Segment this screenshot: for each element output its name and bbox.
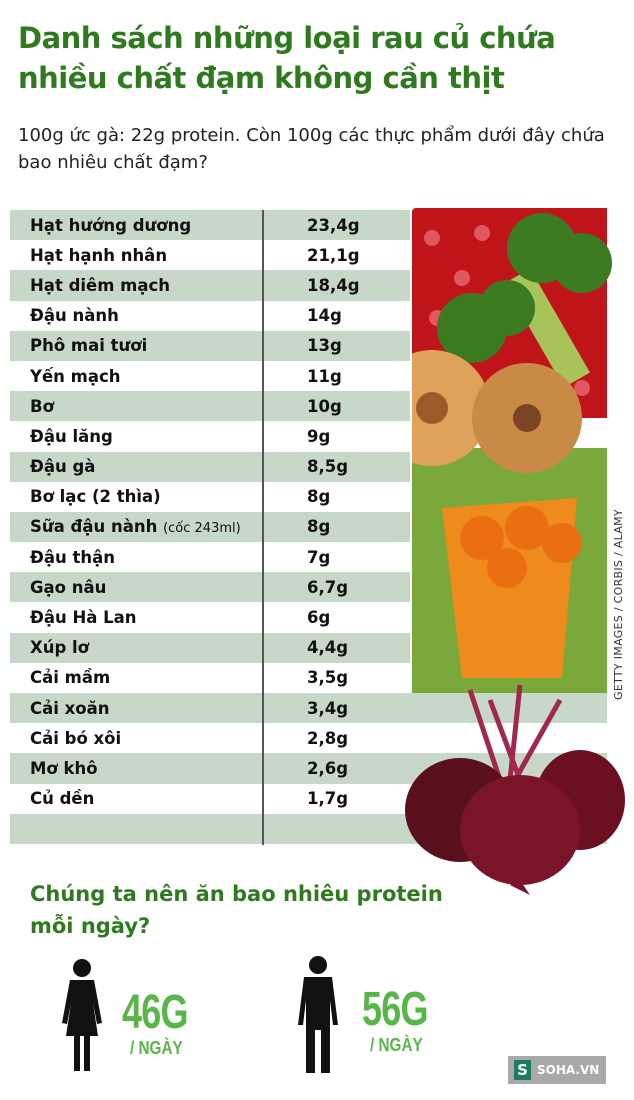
logo-text: SOHA.VN	[537, 1063, 600, 1077]
food-name-text: Đậu lăng	[30, 426, 113, 446]
food-name-text: Yến mạch	[30, 366, 121, 386]
table-row: Cải bó xôi 2,8g	[10, 723, 607, 753]
women-unit: / NGÀY	[130, 1038, 183, 1058]
food-name-text: Cải bó xôi	[30, 728, 122, 748]
food-name: Đậu lăng	[10, 427, 263, 446]
food-name-text: Bơ	[30, 396, 54, 416]
protein-value: 8,5g	[307, 457, 349, 477]
table-row: Hạt hạnh nhân 21,1g	[10, 240, 410, 270]
table-row: Đậu Hà Lan 6g	[10, 602, 410, 632]
food-name: Hạt diêm mạch	[10, 276, 263, 295]
food-name-text: Sữa đậu nành	[30, 517, 158, 537]
food-name-text: Củ dền	[30, 789, 95, 809]
food-name-text: Đậu nành	[30, 306, 119, 326]
table-row: Hạt hướng dương 23,4g	[10, 210, 410, 241]
men-unit: / NGÀY	[370, 1035, 423, 1055]
food-name: Đậu Hà Lan	[10, 608, 263, 627]
food-name-text: Phô mai tươi	[30, 336, 148, 356]
table-row: Bơ lạc (2 thìa) 8g	[10, 482, 410, 512]
photo-credit: GETTY IMAGES / CORBIS / ALAMY	[612, 509, 625, 700]
protein-value: 18,4g	[307, 275, 360, 295]
protein-table: Hạt hướng dương 23,4g Hạt hạnh nhân 21,1g Hạ…	[10, 210, 607, 844]
food-name-text: Gạo nâu	[30, 577, 107, 597]
food-name-text: Mơ khô	[30, 758, 98, 778]
protein-value: 23,4g	[307, 215, 360, 235]
food-name-text: Cải xoăn	[30, 698, 110, 718]
vegetables-photo	[412, 208, 612, 698]
food-name: Mơ khô	[10, 759, 263, 778]
logo-mark: S	[514, 1060, 531, 1080]
food-name: Bơ lạc (2 thìa)	[10, 487, 263, 506]
food-name: Đậu nành	[10, 306, 263, 325]
food-name: Củ dền	[10, 789, 263, 808]
table-row: Cải mầm 3,5g	[10, 663, 410, 693]
food-name: Xúp lơ	[10, 638, 263, 657]
protein-value: 2,6g	[307, 758, 349, 778]
protein-value: 6,7g	[307, 577, 349, 597]
protein-value: 21,1g	[307, 245, 360, 265]
subtitle: 100g ức gà: 22g protein. Còn 100g các th…	[18, 125, 605, 173]
food-name-text: Cải mầm	[30, 668, 111, 688]
food-name: Đậu thận	[10, 548, 263, 567]
protein-value: 6g	[307, 608, 331, 628]
food-name: Hạt hạnh nhân	[10, 246, 263, 265]
food-name: Yến mạch	[10, 367, 263, 386]
protein-value: 8g	[307, 517, 331, 537]
food-name: Sữa đậu nành (cốc 243ml)	[10, 517, 263, 536]
page-title: Danh sách những loại rau củ chứa nhiều c…	[18, 21, 556, 95]
protein-value: 9g	[307, 426, 331, 446]
column-divider	[262, 210, 264, 845]
protein-value: 4,4g	[307, 638, 349, 658]
food-name-text: Đậu thận	[30, 547, 115, 567]
protein-value: 1,7g	[307, 789, 349, 809]
daily-protein-question: Chúng ta nên ăn bao nhiêu protein mỗi ng…	[30, 882, 443, 938]
protein-value: 3,5g	[307, 668, 349, 688]
protein-value: 7g	[307, 547, 331, 567]
table-row: Đậu lăng 9g	[10, 421, 410, 451]
man-icon	[298, 956, 338, 1073]
table-row: Hạt diêm mạch 18,4g	[10, 270, 410, 301]
table-row: Cải xoăn 3,4g	[10, 693, 607, 724]
table-row: Đậu nành 14g	[10, 301, 410, 331]
women-amount: 46G	[122, 986, 189, 1039]
food-name: Phô mai tươi	[10, 336, 263, 355]
food-name: Đậu gà	[10, 457, 263, 476]
table-row: Củ dền 1,7g	[10, 784, 607, 814]
protein-value: 8g	[307, 487, 331, 507]
food-name-text: Đậu gà	[30, 457, 96, 477]
woman-icon	[62, 959, 102, 1071]
food-note: (cốc 243ml)	[163, 521, 241, 537]
beetroot-photo	[405, 684, 625, 895]
protein-value: 13g	[307, 336, 342, 356]
protein-value: 2,8g	[307, 728, 349, 748]
table-row: Phô mai tươi 13g	[10, 330, 410, 361]
protein-value: 14g	[307, 306, 342, 326]
table-row: Sữa đậu nành (cốc 243ml) 8g	[10, 511, 410, 543]
food-name-text: Xúp lơ	[30, 638, 90, 658]
table-row: Đậu thận 7g	[10, 542, 410, 572]
food-name: Cải xoăn	[10, 699, 263, 718]
food-name-text: Hạt diêm mạch	[30, 275, 171, 295]
men-amount: 56G	[362, 983, 429, 1036]
protein-value: 11g	[307, 366, 342, 386]
protein-value: 10g	[307, 396, 342, 416]
food-name-text: Đậu Hà Lan	[30, 608, 137, 628]
table-row: Bơ 10g	[10, 391, 410, 422]
food-name: Gạo nâu	[10, 578, 263, 597]
food-name: Cải bó xôi	[10, 729, 263, 748]
soha-logo: S SOHA.VN	[508, 1056, 606, 1084]
table-row: Xúp lơ 4,4g	[10, 632, 410, 663]
food-name-text: Hạt hướng dương	[30, 215, 192, 235]
table-row: Yến mạch 11g	[10, 361, 410, 391]
food-name-text: Hạt hạnh nhân	[30, 245, 168, 265]
table-row: Đậu gà 8,5g	[10, 451, 410, 482]
food-name: Hạt hướng dương	[10, 216, 263, 235]
food-name: Cải mầm	[10, 668, 263, 687]
food-name-text: Bơ lạc (2 thìa)	[30, 487, 161, 507]
food-name: Bơ	[10, 397, 263, 416]
protein-value: 3,4g	[307, 698, 349, 718]
table-row: Gạo nâu 6,7g	[10, 572, 410, 603]
